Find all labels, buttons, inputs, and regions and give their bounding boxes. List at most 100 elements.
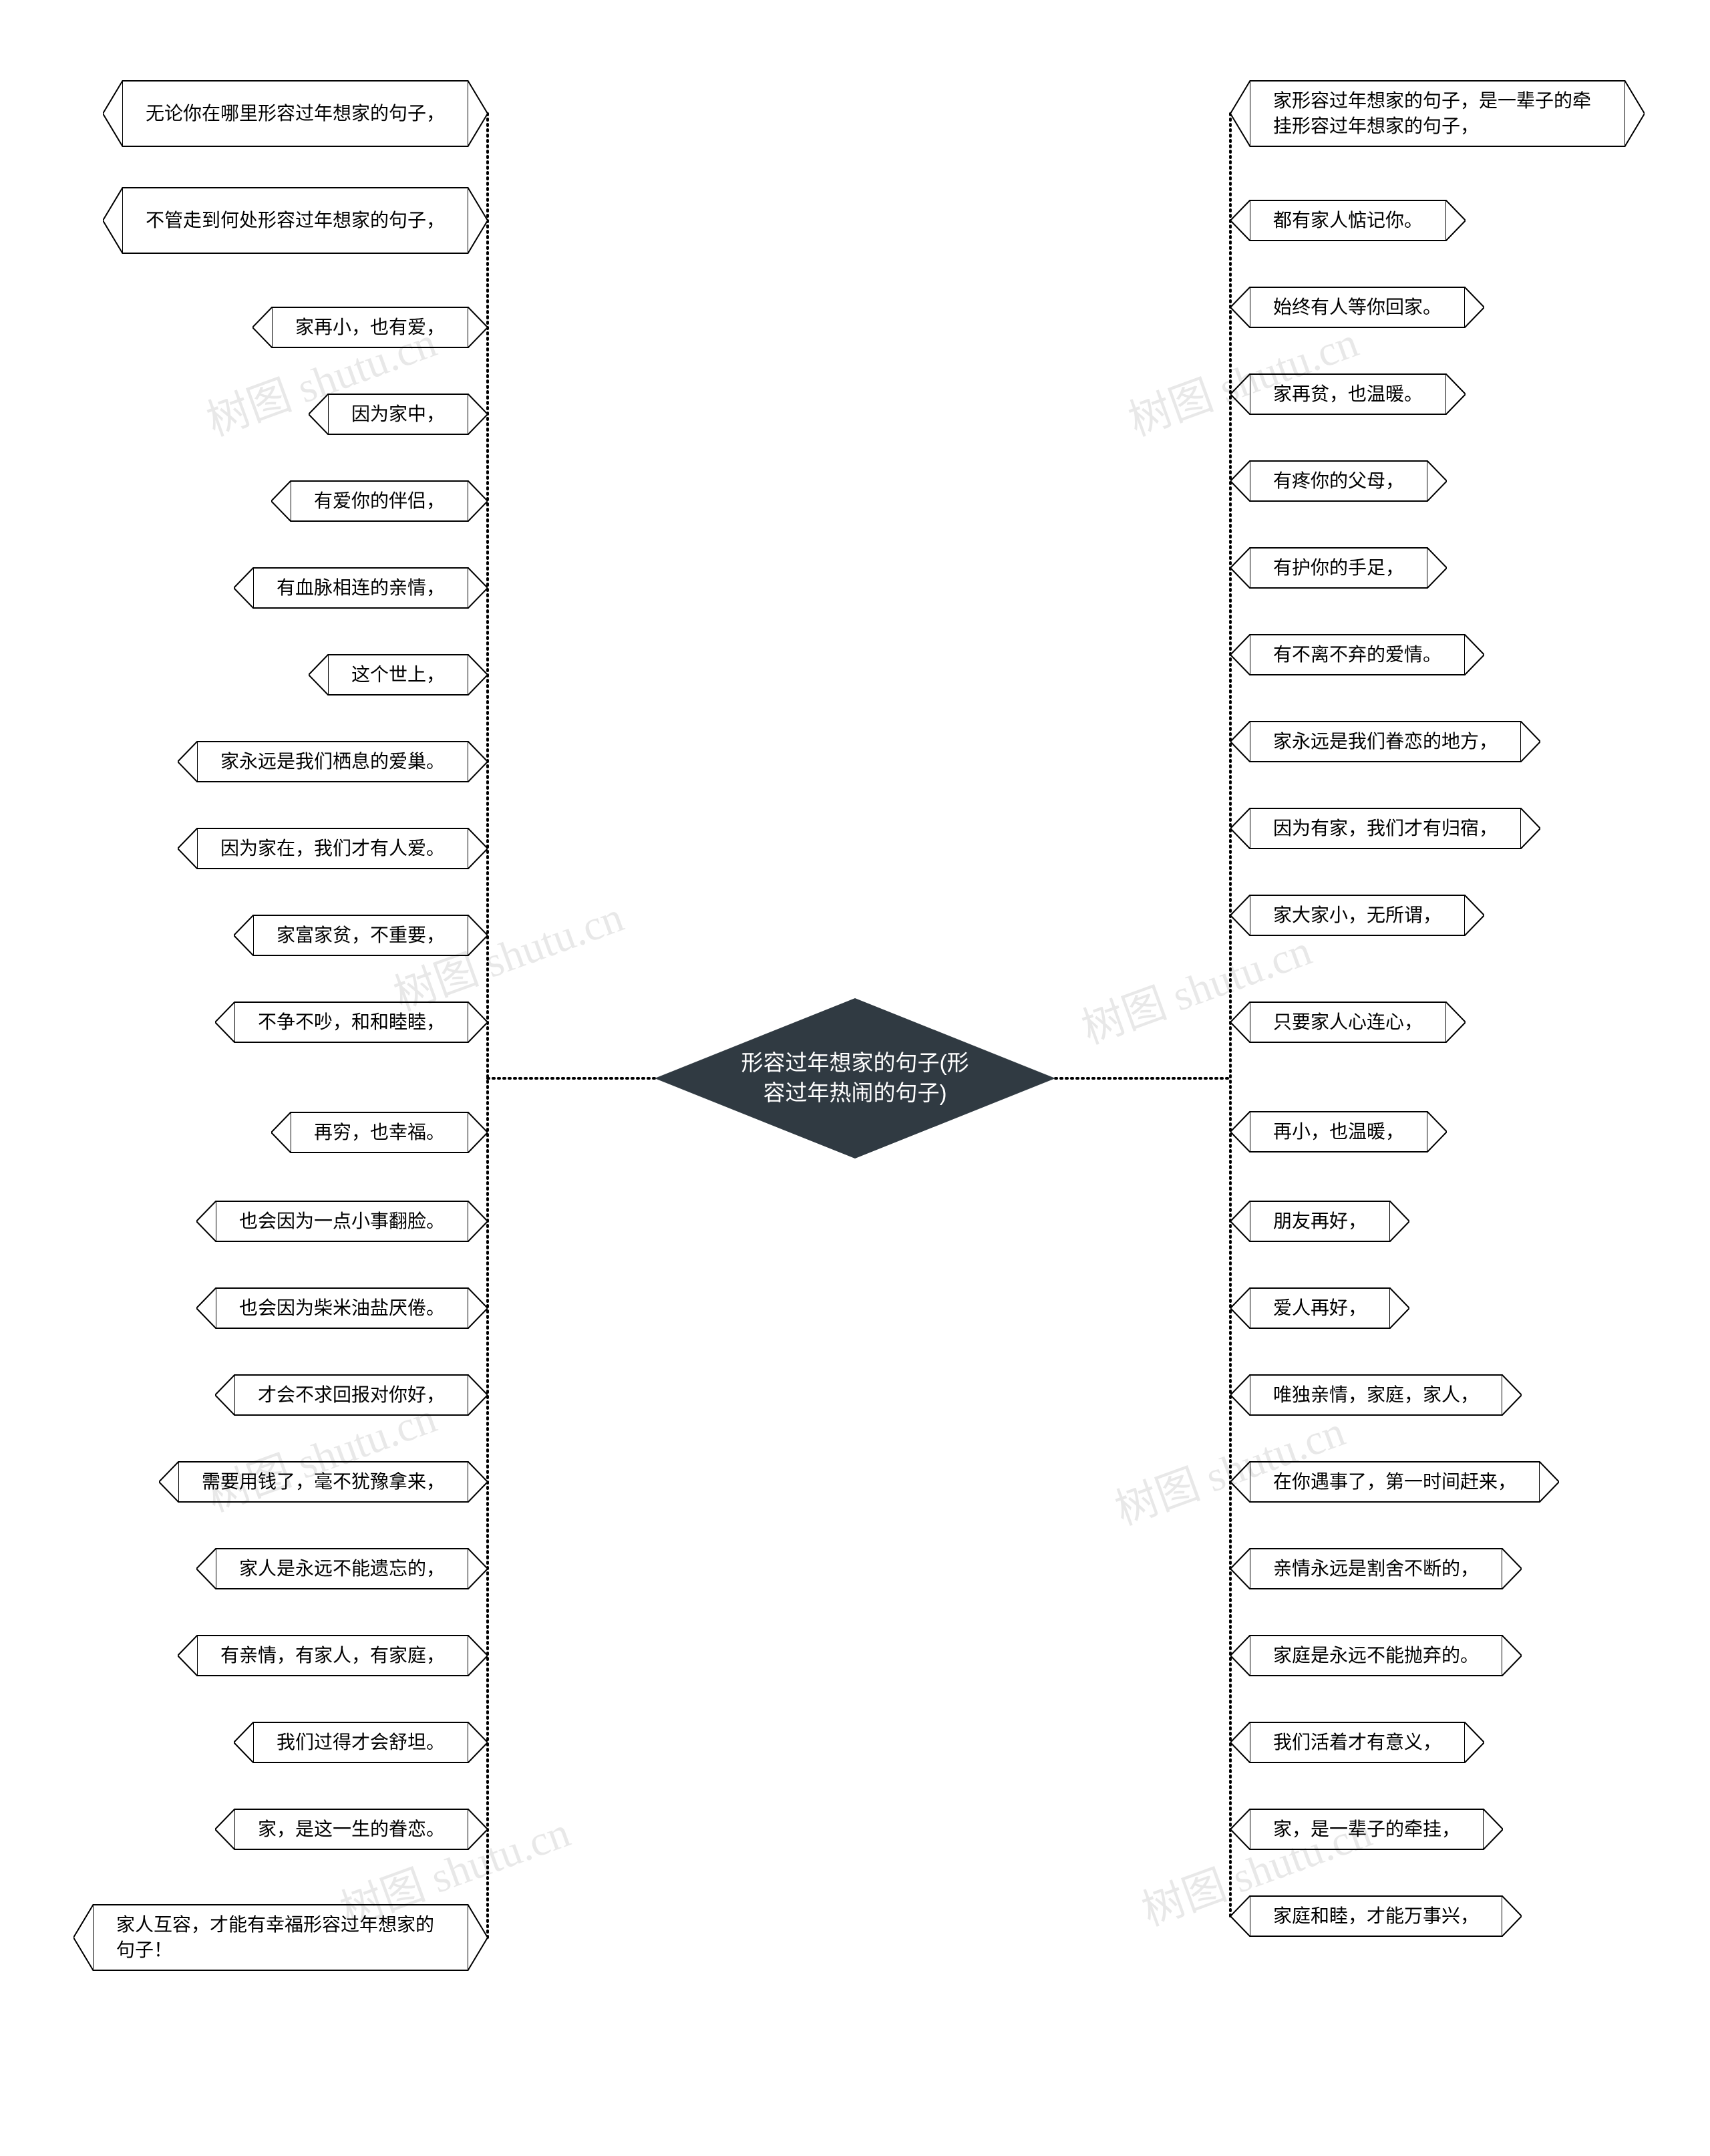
hex-cap-left — [196, 1548, 216, 1589]
hex-cap-right — [1502, 1895, 1522, 1937]
hex-cap-left — [1230, 1287, 1250, 1329]
left-branch-node: 家，是这一生的眷恋。 — [215, 1809, 488, 1850]
branch-label: 不管走到何处形容过年想家的句子， — [123, 187, 468, 254]
hex-cap-left — [271, 480, 291, 522]
branch-label: 有亲情，有家人，有家庭， — [198, 1635, 468, 1676]
hex-cap-left — [1230, 895, 1250, 936]
hex-cap-right — [1389, 1287, 1409, 1329]
hex-cap-right — [1520, 808, 1540, 849]
left-branch-node: 需要用钱了，毫不犹豫拿来， — [159, 1461, 488, 1503]
right-branch-node: 只要家人心连心， — [1230, 1002, 1466, 1043]
branch-label: 家再贫，也温暖。 — [1250, 373, 1445, 415]
branch-label: 因为有家，我们才有归宿， — [1250, 808, 1520, 849]
right-branch-node: 都有家人惦记你。 — [1230, 200, 1466, 241]
branch-label: 因为家中， — [329, 394, 468, 435]
left-branch-node: 再穷，也幸福。 — [271, 1112, 488, 1153]
branch-label: 始终有人等你回家。 — [1250, 287, 1464, 328]
branch-label: 亲情永远是割舍不断的， — [1250, 1548, 1502, 1589]
hex-cap-left — [1230, 1635, 1250, 1676]
hex-cap-right — [468, 1112, 488, 1153]
hex-cap-right — [468, 1635, 488, 1676]
hex-cap-left — [271, 1112, 291, 1153]
branch-label: 再小，也温暖， — [1250, 1111, 1427, 1152]
hex-cap-right — [468, 1002, 488, 1043]
hex-cap-left — [234, 1722, 254, 1763]
hex-cap-right — [468, 567, 488, 609]
branch-label: 家大家小，无所谓， — [1250, 895, 1464, 936]
branch-label: 有不离不弃的爱情。 — [1250, 634, 1464, 675]
hex-cap-left — [1230, 1722, 1250, 1763]
hex-cap-left — [1230, 1461, 1250, 1503]
hex-cap-right — [1389, 1201, 1409, 1242]
hex-cap-left — [1230, 1111, 1250, 1152]
branch-label: 家永远是我们眷恋的地方， — [1250, 721, 1520, 762]
hex-cap-left — [215, 1809, 235, 1850]
branch-label: 家庭和睦，才能万事兴， — [1250, 1895, 1502, 1937]
hex-cap-right — [468, 1461, 488, 1503]
hex-cap-left — [1230, 1895, 1250, 1937]
left-branch-node: 不争不吵，和和睦睦， — [215, 1002, 488, 1043]
left-branch-node: 也会因为柴米油盐厌倦。 — [196, 1287, 488, 1329]
branch-label: 不争不吵，和和睦睦， — [235, 1002, 468, 1043]
left-branch-node: 有亲情，有家人，有家庭， — [178, 1635, 488, 1676]
branch-label: 家形容过年想家的句子，是一辈子的牵挂形容过年想家的句子， — [1250, 80, 1624, 147]
branch-label: 有血脉相连的亲情， — [254, 567, 468, 609]
branch-label: 也会因为一点小事翻脸。 — [216, 1201, 468, 1242]
branch-label: 家人互容，才能有幸福形容过年想家的句子！ — [94, 1904, 468, 1971]
hex-cap-right — [1502, 1374, 1522, 1416]
right-branch-node: 家形容过年想家的句子，是一辈子的牵挂形容过年想家的句子， — [1230, 80, 1645, 147]
left-branch-node: 家再小，也有爱， — [252, 307, 488, 348]
hex-cap-right — [1464, 634, 1484, 675]
branch-label: 家，是一辈子的牵挂， — [1250, 1809, 1483, 1850]
branch-label: 家人是永远不能遗忘的， — [216, 1548, 468, 1589]
center-node: 形容过年想家的句子(形容过年热闹的句子) — [655, 998, 1055, 1159]
branch-label: 需要用钱了，毫不犹豫拿来， — [179, 1461, 468, 1503]
left-branch-node: 因为家中， — [309, 394, 488, 435]
hex-cap-left — [73, 1904, 94, 1971]
right-branch-node: 我们活着才有意义， — [1230, 1722, 1484, 1763]
hex-cap-left — [1230, 1201, 1250, 1242]
branch-label: 都有家人惦记你。 — [1250, 200, 1445, 241]
hex-cap-right — [468, 80, 488, 147]
hex-cap-left — [103, 80, 123, 147]
mindmap-canvas: 形容过年想家的句子(形容过年热闹的句子) 无论你在哪里形容过年想家的句子， 不管走… — [0, 0, 1710, 2156]
hex-cap-left — [252, 307, 273, 348]
hex-cap-right — [468, 654, 488, 696]
hex-cap-left — [215, 1002, 235, 1043]
hex-cap-left — [1230, 721, 1250, 762]
branch-label: 家再小，也有爱， — [273, 307, 468, 348]
hex-cap-right — [1445, 373, 1466, 415]
hex-cap-right — [1464, 1722, 1484, 1763]
hex-cap-right — [1445, 200, 1466, 241]
hex-cap-right — [468, 187, 488, 254]
right-branch-node: 亲情永远是割舍不断的， — [1230, 1548, 1522, 1589]
hex-cap-right — [468, 1722, 488, 1763]
hex-cap-right — [1464, 895, 1484, 936]
hex-cap-right — [468, 741, 488, 782]
branch-label: 爱人再好， — [1250, 1287, 1389, 1329]
left-branch-node: 也会因为一点小事翻脸。 — [196, 1201, 488, 1242]
right-branch-node: 因为有家，我们才有归宿， — [1230, 808, 1540, 849]
hex-cap-left — [234, 567, 254, 609]
right-branch-node: 家再贫，也温暖。 — [1230, 373, 1466, 415]
hex-cap-left — [159, 1461, 179, 1503]
hex-cap-left — [1230, 1548, 1250, 1589]
hex-cap-right — [1502, 1635, 1522, 1676]
center-label: 形容过年想家的句子(形容过年热闹的句子) — [655, 998, 1055, 1159]
right-branch-node: 家，是一辈子的牵挂， — [1230, 1809, 1503, 1850]
hex-cap-right — [1427, 1111, 1447, 1152]
branch-label: 唯独亲情，家庭，家人， — [1250, 1374, 1502, 1416]
branch-label: 无论你在哪里形容过年想家的句子， — [123, 80, 468, 147]
hex-cap-right — [1445, 1002, 1466, 1043]
branch-label: 有爱你的伴侣， — [291, 480, 468, 522]
branch-label: 再穷，也幸福。 — [291, 1112, 468, 1153]
hex-cap-left — [1230, 460, 1250, 502]
right-branch-node: 爱人再好， — [1230, 1287, 1409, 1329]
left-branch-node: 家永远是我们栖息的爱巢。 — [178, 741, 488, 782]
hex-cap-left — [1230, 373, 1250, 415]
hex-cap-left — [178, 828, 198, 869]
left-branch-node: 因为家在，我们才有人爱。 — [178, 828, 488, 869]
branch-label: 家，是这一生的眷恋。 — [235, 1809, 468, 1850]
left-branch-node: 这个世上， — [309, 654, 488, 696]
hex-cap-left — [103, 187, 123, 254]
